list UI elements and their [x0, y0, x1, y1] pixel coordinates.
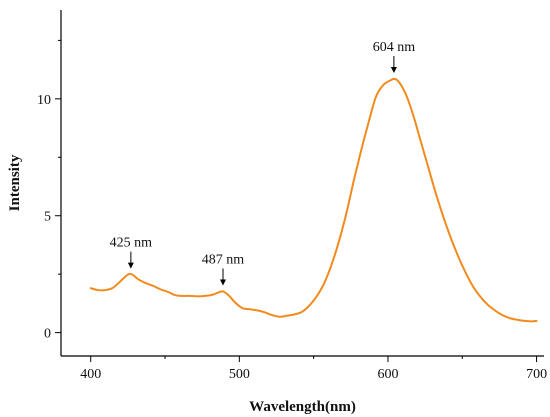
- annotation-arrow-head: [219, 279, 226, 286]
- x-tick-label: 500: [229, 367, 250, 382]
- y-tick-label: 10: [37, 93, 51, 108]
- y-tick-label: 0: [44, 327, 51, 342]
- annotation-arrow-head: [390, 66, 397, 73]
- axes: [60, 10, 544, 357]
- annotation-arrow-head: [127, 262, 134, 269]
- annotation-label: 487 nm: [202, 252, 245, 267]
- x-tick-label: 700: [526, 367, 547, 382]
- annotation-label: 425 nm: [110, 236, 153, 251]
- annotations: 425 nm 487 nm 604 nm: [110, 40, 416, 286]
- x-tick-label: 400: [80, 367, 101, 382]
- annotation-label: 604 nm: [373, 40, 416, 55]
- y-axis-title: Intensity: [7, 154, 23, 211]
- series-line: [89, 77, 538, 323]
- y-tick-label: 5: [44, 210, 51, 225]
- x-axis-title: Wavelength(nm): [249, 399, 356, 415]
- ticks: 400 500 600 700 0 5 10: [37, 39, 547, 382]
- x-tick-label: 600: [377, 367, 398, 382]
- series-layer: [89, 77, 538, 323]
